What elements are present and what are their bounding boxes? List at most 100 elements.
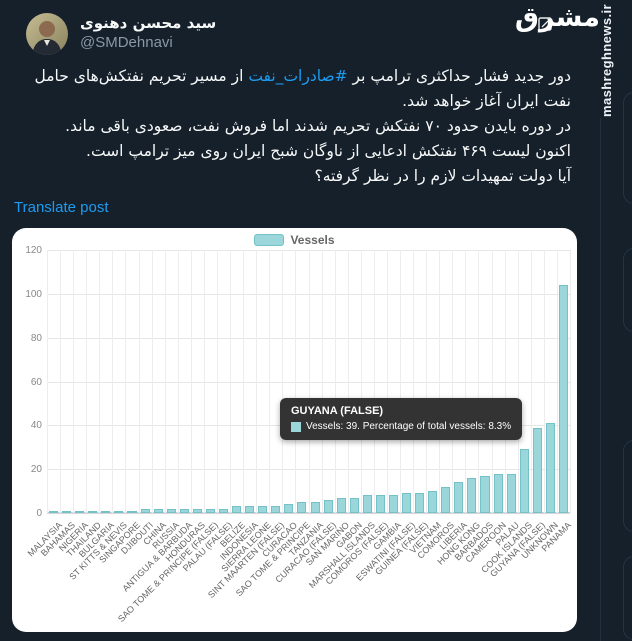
x-gridline (216, 250, 218, 513)
x-gridline (373, 250, 375, 513)
strip-capsule-decoration (623, 556, 632, 640)
bar-vietnam[interactable] (428, 491, 438, 513)
bar-belize[interactable] (232, 506, 242, 513)
chart-tooltip: GUYANA (FALSE) Vessels: 39. Percentage o… (280, 398, 523, 440)
x-gridline (99, 250, 101, 513)
x-axis-labels: MALAYSIA BAHAMAS NIGERIA THAILAND BULGARIA ST… (25, 518, 573, 626)
user-handle[interactable]: @SMDehnavi (80, 34, 173, 51)
x-gridline (164, 250, 166, 513)
bar-eswatini-false-[interactable] (402, 493, 412, 513)
bar-malaysia[interactable] (49, 510, 59, 513)
display-name[interactable]: سید محسن دهنوی (80, 14, 217, 32)
bar-curacao-false-[interactable] (323, 499, 333, 513)
bar-cameroon[interactable] (493, 473, 503, 513)
bar-guyana-false-[interactable] (532, 427, 542, 513)
translate-post-link[interactable]: Translate post (14, 199, 109, 216)
bar-comoros-false-[interactable] (375, 495, 385, 513)
y-axis-tick-label: 0 (36, 508, 42, 519)
edit-box-icon[interactable] (538, 17, 552, 31)
bar-san-marino[interactable] (336, 497, 346, 513)
avatar-head (39, 21, 55, 37)
strip-capsule-decoration (623, 248, 632, 332)
bar-bahamas[interactable] (62, 510, 72, 513)
tooltip-body: Vessels: 39. Percentage of total vessels… (291, 421, 511, 432)
strip-capsule-decoration (623, 92, 632, 204)
x-gridline (400, 250, 402, 513)
bar-tanzania[interactable] (310, 502, 320, 513)
bar-gabon[interactable] (349, 497, 359, 513)
bar-honduras[interactable] (192, 508, 202, 513)
x-gridline (491, 250, 493, 513)
bar-curacao[interactable] (284, 504, 294, 513)
bar-panama[interactable] (558, 285, 568, 513)
x-gridline (426, 250, 428, 513)
avatar[interactable] (26, 13, 68, 55)
bar-singapore[interactable] (127, 510, 137, 513)
tweet-text: دور جدید فشار حداکثری ترامپ بر #صادرات_ن… (14, 64, 572, 189)
x-gridline (112, 250, 114, 513)
mashregh-logo: مشرق (514, 2, 600, 33)
hashtag-link[interactable]: #صادرات_نفت (248, 67, 348, 85)
bar-gambia[interactable] (388, 495, 398, 513)
x-gridline (570, 250, 571, 513)
bar-indonesia[interactable] (245, 506, 255, 513)
legend-swatch[interactable] (254, 234, 285, 246)
bar-liberia[interactable] (454, 482, 464, 513)
x-gridline (86, 250, 88, 513)
y-axis-tick-label: 60 (30, 376, 42, 388)
tweet-paragraph-4: آیا دولت تمهیدات لازم را در نظر گرفته؟ (314, 167, 571, 185)
x-gridline (504, 250, 506, 513)
x-gridline (230, 250, 232, 513)
watermark-site-text: mashreghnews.ir (599, 4, 614, 117)
x-gridline (321, 250, 323, 513)
bar-unknown[interactable] (545, 423, 555, 513)
bar-barbados[interactable] (480, 475, 490, 513)
x-gridline (556, 250, 558, 513)
bar-thailand[interactable] (88, 510, 98, 513)
bar-bulgaria[interactable] (101, 510, 111, 513)
tweet-paragraph-3: اکنون لیست ۴۶۹ نفتکش ادعایی از ناوگان شب… (86, 142, 571, 160)
bar-china[interactable] (153, 508, 163, 513)
bar-palau-false-[interactable] (218, 508, 229, 513)
x-gridline (452, 250, 454, 513)
x-gridline (138, 250, 140, 513)
bar-sierra-leone[interactable] (258, 506, 268, 513)
x-gridline (334, 250, 336, 513)
bar-sao-tome-principe-false-[interactable] (205, 508, 215, 513)
x-gridline (282, 250, 284, 513)
y-axis-tick-label: 20 (30, 464, 42, 476)
bar-guinea-false-[interactable] (415, 493, 425, 513)
x-gridline (243, 250, 245, 513)
tweet-paragraph-1: دور جدید فشار حداکثری ترامپ بر #صادرات_ن… (14, 64, 572, 114)
tooltip-body-text: Vessels: 39. Percentage of total vessels… (306, 421, 512, 432)
bar-antigua-barbuda[interactable] (179, 508, 189, 513)
tooltip-series-swatch (291, 421, 301, 432)
bar-palau[interactable] (506, 473, 516, 513)
x-gridline (543, 250, 545, 513)
strip-capsule-decoration (623, 440, 632, 532)
bar-cook-islands[interactable] (519, 449, 529, 513)
tooltip-title: GUYANA (FALSE) (291, 405, 384, 417)
x-gridline (530, 250, 532, 513)
bar-st-kitts-nevis[interactable] (114, 510, 124, 513)
bar-nigeria[interactable] (75, 510, 85, 513)
bar-hong-kong[interactable] (467, 477, 477, 513)
x-gridline (295, 250, 297, 513)
x-gridline (308, 250, 310, 513)
x-gridline (465, 250, 467, 513)
legend-label[interactable]: Vessels (290, 233, 335, 247)
avatar-suit (32, 39, 62, 55)
avatar-collar (44, 40, 50, 46)
y-gridline (47, 513, 570, 514)
bar-djibouti[interactable] (140, 508, 150, 513)
x-gridline (203, 250, 205, 513)
bar-marshall-islands[interactable] (362, 495, 372, 513)
bar-russia[interactable] (166, 508, 176, 513)
bar-sint-maarten-false-[interactable] (271, 506, 281, 513)
x-gridline (125, 250, 127, 513)
tweet-line1-pre: دور جدید فشار حداکثری ترامپ بر (347, 67, 571, 85)
chart-card: Vessels 0 20 40 60 80 100 120 MALAYSIA BAHAMAS N… (12, 228, 577, 632)
x-gridline (269, 250, 271, 513)
bar-sao-tome-principe[interactable] (297, 502, 307, 513)
bar-comoros[interactable] (441, 486, 451, 513)
